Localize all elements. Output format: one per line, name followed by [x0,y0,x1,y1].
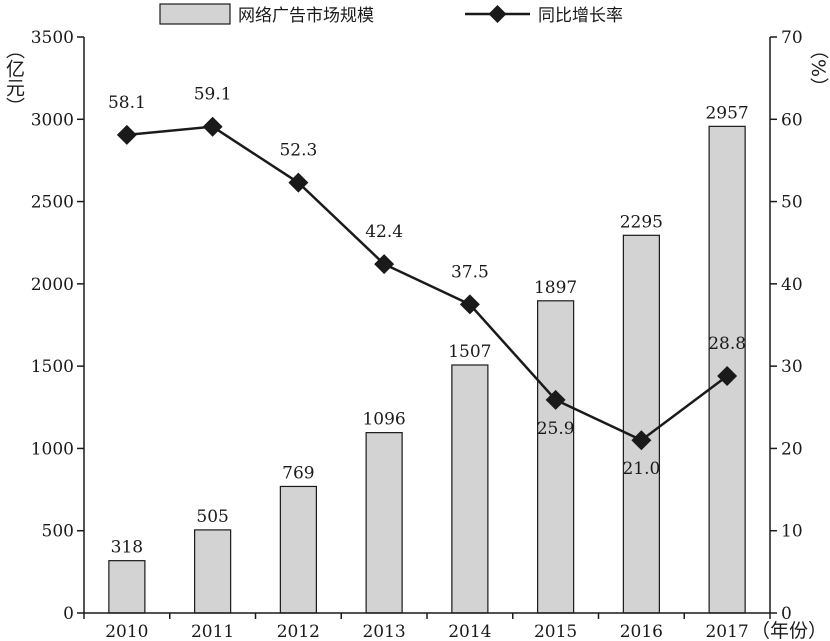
x-tick-label-2014: 2014 [448,622,491,641]
growth-line [126,125,728,442]
line-label-2015: 25.9 [537,419,575,439]
line-point-2011 [202,116,223,137]
bar-2013 [365,432,403,614]
legend-bar-swatch [159,3,231,25]
x-axis-unit: （年份） [751,620,827,641]
line-label-2017: 28.8 [708,334,746,354]
y-right-tick-label: 10 [781,522,803,542]
line-point-2017 [717,366,738,387]
line-label-2013: 42.4 [365,222,403,242]
y-left-tick-label: 500 [42,522,74,542]
line-point-2015 [545,389,566,410]
y-right-tick-label: 60 [781,110,803,130]
x-tick-label-2013: 2013 [362,622,405,641]
x-tick-label-2012: 2012 [277,622,320,641]
y-right-tick-label: 30 [781,357,803,377]
line-series [116,116,738,451]
bar-2010 [108,560,146,614]
line-point-2016 [631,430,652,451]
y-left-tick-label: 2000 [31,275,74,295]
bar-series [108,125,746,614]
y-left-tick-label: 3500 [31,28,74,48]
x-tick-label-2010: 2010 [105,622,148,641]
axes [83,37,771,614]
y-right-tick-label: 70 [781,28,803,48]
line-point-2010 [116,124,137,145]
bar-2014 [451,364,489,614]
y-right-tick-label: 50 [781,193,803,213]
y-right-axis-unit: （%） [807,40,829,96]
bar-label-2017: 2957 [705,103,748,123]
x-tick-label-2015: 2015 [534,622,577,641]
y-left-tick-label: 2500 [31,193,74,213]
bar-label-2014: 1507 [448,342,491,362]
line-point-2012 [288,172,309,193]
bar-label-2011: 505 [196,507,228,527]
y-left-tick-label: 1000 [31,439,74,459]
bar-label-2010: 318 [111,538,143,558]
line-label-2016: 21.0 [622,459,660,479]
y-right-unit-label: （%） [807,40,829,96]
x-tick-label-2016: 2016 [620,622,663,641]
y-left-tick-label: 3000 [31,110,74,130]
line-data-labels: 58.1 59.1 52.3 42.4 37.5 25.9 21.0 28.8 [108,85,746,480]
y-right-tick-label: 0 [781,604,792,624]
y-left-unit-label: （亿元） [3,40,25,116]
line-point-2013 [374,254,395,275]
bar-2016 [622,234,660,614]
legend-line-label: 同比增长率 [538,6,623,26]
line-label-2011: 59.1 [194,85,232,105]
bar-label-2015: 1897 [534,278,577,298]
legend: 网络广告市场规模 同比增长率 [159,3,623,26]
line-label-2014: 37.5 [451,262,489,282]
line-point-2014 [459,294,480,315]
bar-label-2012: 769 [282,463,314,483]
bar-2011 [194,529,232,614]
line-label-2012: 52.3 [279,141,317,161]
y-left-tick-label: 0 [63,604,74,624]
x-tick-label-2017: 2017 [705,622,748,641]
y-right-ticks: 0 10 20 30 40 50 60 70 [770,28,803,624]
x-tick-label-2011: 2011 [191,622,234,641]
y-left-ticks: 0 500 1000 1500 2000 2500 3000 3500 [31,28,84,624]
y-left-axis-unit: （亿元） [3,40,25,116]
y-right-tick-label: 40 [781,275,803,295]
x-ticks: 2010 2011 2012 2013 2014 2015 2016 2017 [83,613,771,641]
bar-2012 [279,485,317,614]
legend-line-marker [488,5,507,23]
bar-label-2016: 2295 [620,212,663,232]
bar-data-labels: 318 505 769 1096 1507 1897 2295 2957 [111,103,749,557]
legend-bar-label: 网络广告市场规模 [238,6,374,26]
bar-2015 [537,300,575,614]
bar-label-2013: 1096 [362,410,405,430]
x-axis-unit-label: （年份） [751,620,827,641]
y-right-tick-label: 20 [781,439,803,459]
line-label-2010: 58.1 [108,93,146,113]
y-left-tick-label: 1500 [31,357,74,377]
